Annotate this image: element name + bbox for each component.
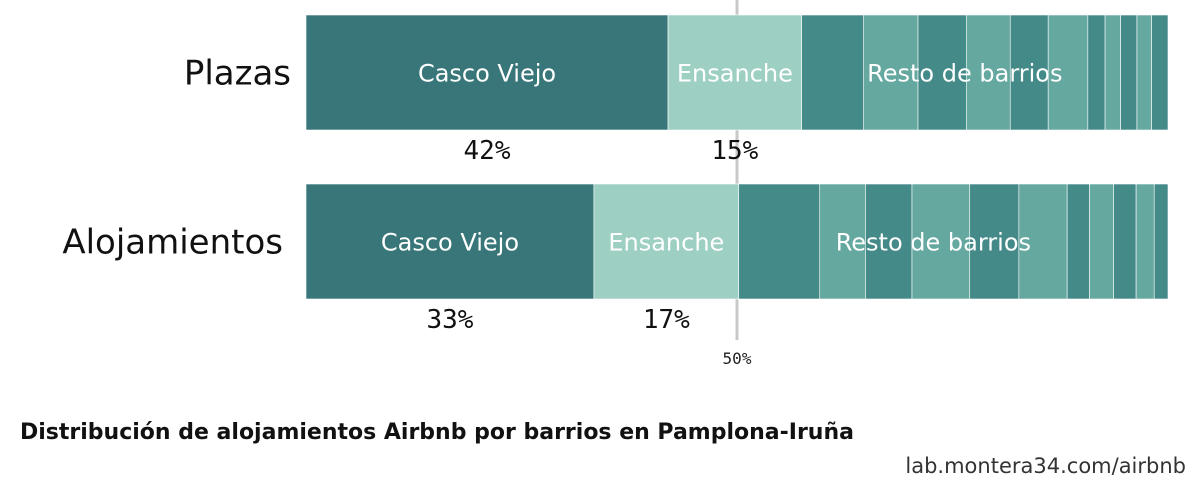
reference-line-label: 50% — [723, 349, 752, 368]
bar-segment-alojamientos-12 — [1153, 183, 1169, 300]
bar-segment-alojamientos-3 — [819, 183, 866, 300]
segment-label-alojamientos-ensanche: Ensanche — [608, 229, 724, 257]
bar-segment-alojamientos-11 — [1135, 183, 1155, 300]
value-label-alojamientos-casco-viejo: 33% — [426, 305, 473, 335]
bar-segment-alojamientos-0 — [305, 183, 595, 300]
row-label-alojamientos: Alojamientos — [62, 223, 283, 263]
segment-label-alojamientos-casco-viejo: Casco Viejo — [381, 229, 519, 257]
stacked-bar-chart: Plazas Casco Viejo 42% Ensanche 15% Resto de … — [62, 0, 1169, 368]
value-label-alojamientos-ensanche: 17% — [643, 305, 690, 335]
bar-segment-plazas-2 — [801, 14, 865, 131]
bar-segment-alojamientos-9 — [1089, 183, 1114, 300]
row-label-plazas: Plazas — [184, 54, 291, 94]
bar-segment-alojamientos-5 — [911, 183, 971, 300]
segment-label-plazas-resto-de-barrios: Resto de barrios — [867, 60, 1062, 88]
bar-segment-plazas-11 — [1136, 14, 1152, 131]
bar-segment-alojamientos-8 — [1066, 183, 1090, 300]
bar-segment-plazas-8 — [1087, 14, 1106, 131]
bar-segment-alojamientos-2 — [738, 183, 821, 300]
value-label-plazas-ensanche: 15% — [711, 136, 758, 166]
bar-segment-plazas-7 — [1047, 14, 1089, 131]
source-link[interactable]: lab.montera34.com/airbnb — [905, 454, 1186, 478]
bar-segment-alojamientos-1 — [593, 183, 740, 300]
bar-segment-alojamientos-7 — [1018, 183, 1068, 300]
bar-segment-alojamientos-10 — [1113, 183, 1137, 300]
bar-segment-plazas-12 — [1151, 14, 1169, 131]
chart-title: Distribución de alojamientos Airbnb por … — [20, 420, 854, 445]
bar-segment-plazas-1 — [667, 14, 802, 131]
bar-segment-plazas-0 — [305, 14, 669, 131]
segment-label-plazas-casco-viejo: Casco Viejo — [418, 60, 556, 88]
bar-segment-plazas-9 — [1104, 14, 1121, 131]
bar-segment-plazas-10 — [1120, 14, 1138, 131]
bar-segment-plazas-5 — [965, 14, 1011, 131]
bar-segment-alojamientos-6 — [969, 183, 1020, 300]
segment-label-plazas-ensanche: Ensanche — [677, 60, 793, 88]
bars-group — [305, 14, 1169, 300]
labels-group: Plazas Casco Viejo 42% Ensanche 15% Resto de … — [62, 54, 1062, 336]
segment-label-alojamientos-resto-de-barrios: Resto de barrios — [836, 229, 1031, 257]
bar-segment-alojamientos-4 — [865, 183, 913, 300]
value-label-plazas-casco-viejo: 42% — [464, 136, 511, 166]
